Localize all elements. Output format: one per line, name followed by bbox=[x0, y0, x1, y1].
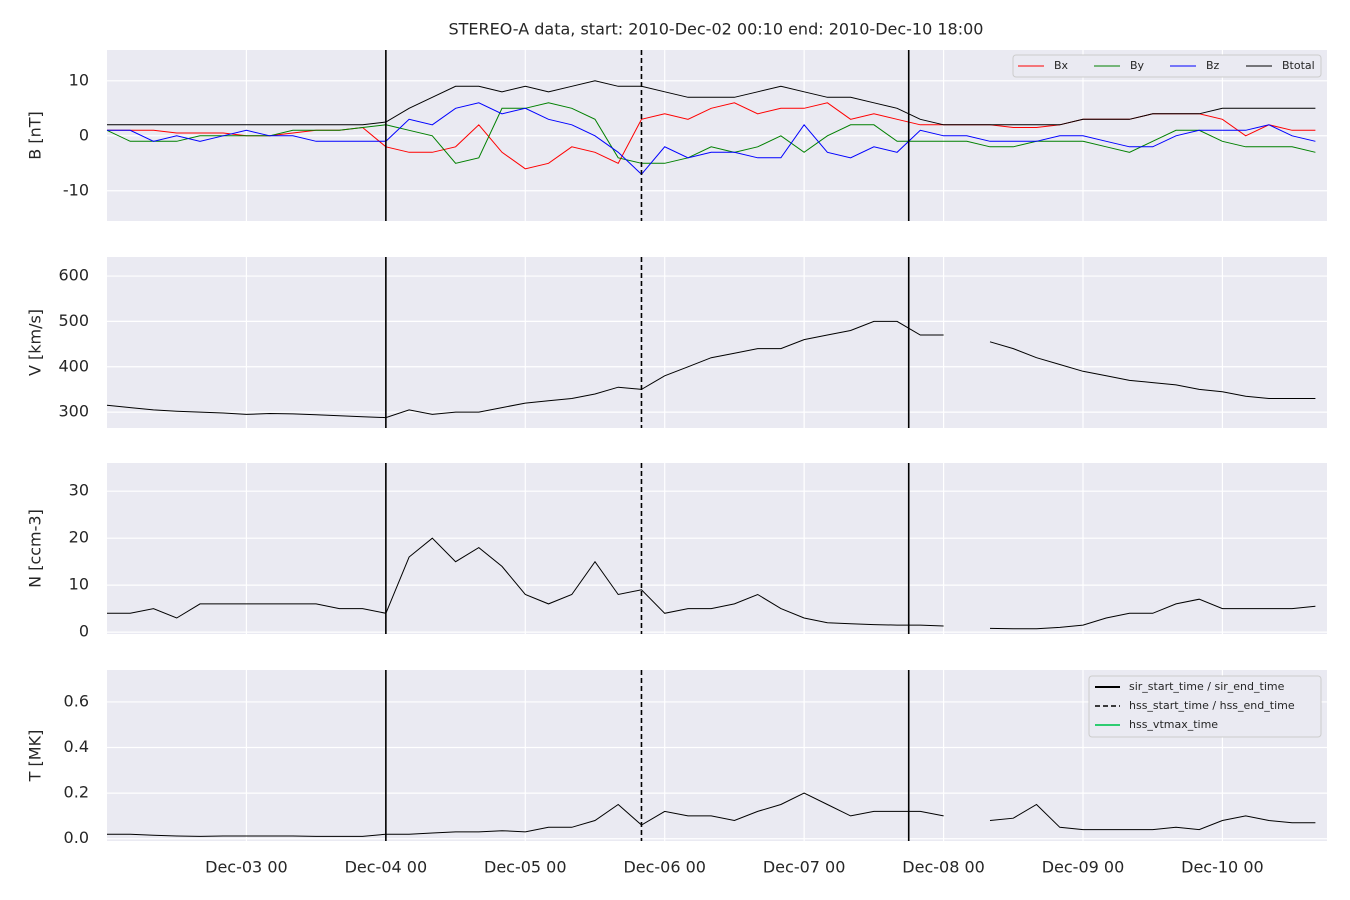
legend-label: hss_vtmax_time bbox=[1129, 718, 1218, 731]
series-line bbox=[107, 792, 1316, 837]
x-tick-label: Dec-08 00 bbox=[902, 858, 985, 877]
y-tick-label: 10 bbox=[69, 575, 89, 594]
x-tick-label: Dec-07 00 bbox=[763, 858, 846, 877]
y-tick-label: 0.4 bbox=[64, 737, 89, 756]
series-line bbox=[107, 537, 1316, 630]
legend-label: Btotal bbox=[1282, 59, 1315, 72]
plot-background bbox=[107, 463, 1327, 634]
x-tick-label: Dec-06 00 bbox=[623, 858, 706, 877]
y-tick-label: -10 bbox=[63, 180, 89, 199]
y-axis-label: T [MK] bbox=[26, 730, 45, 783]
y-tick-label: 0.2 bbox=[64, 783, 89, 802]
legend-label: Bz bbox=[1206, 59, 1220, 72]
y-tick-label: 0 bbox=[79, 125, 89, 144]
x-tick-label: Dec-10 00 bbox=[1181, 858, 1264, 877]
y-axis-label: N [ccm-3] bbox=[26, 509, 45, 588]
legend-label: Bx bbox=[1054, 59, 1069, 72]
x-tick-label: Dec-04 00 bbox=[345, 858, 428, 877]
y-axis-label: V [km/s] bbox=[26, 309, 45, 376]
legend-box bbox=[1088, 675, 1322, 738]
y-tick-label: 30 bbox=[69, 481, 89, 500]
y-tick-label: 0 bbox=[79, 622, 89, 641]
x-tick-label: Dec-03 00 bbox=[205, 858, 288, 877]
chart-title: STEREO-A data, start: 2010-Dec-02 00:10 … bbox=[449, 20, 984, 39]
legend-label: By bbox=[1130, 59, 1145, 72]
y-tick-label: 300 bbox=[58, 402, 89, 421]
legend-label: sir_start_time / sir_end_time bbox=[1129, 680, 1285, 693]
y-tick-label: 0.0 bbox=[64, 828, 89, 847]
legend-label: hss_start_time / hss_end_time bbox=[1129, 699, 1295, 712]
series-line bbox=[107, 102, 1316, 176]
y-tick-label: 0.6 bbox=[64, 691, 89, 710]
series-line bbox=[107, 80, 1316, 126]
y-tick-label: 20 bbox=[69, 528, 89, 547]
plot-background bbox=[107, 257, 1327, 428]
series-line bbox=[106, 102, 1316, 164]
y-tick-label: 400 bbox=[58, 356, 89, 375]
series-line bbox=[106, 320, 1316, 419]
x-tick-label: Dec-05 00 bbox=[484, 858, 567, 877]
y-tick-label: 600 bbox=[58, 266, 89, 285]
legend-box bbox=[1012, 54, 1322, 78]
y-tick-label: 500 bbox=[58, 311, 89, 330]
x-tick-label: Dec-09 00 bbox=[1042, 858, 1125, 877]
y-axis-label: B [nT] bbox=[26, 111, 45, 159]
y-tick-label: 10 bbox=[69, 70, 89, 89]
